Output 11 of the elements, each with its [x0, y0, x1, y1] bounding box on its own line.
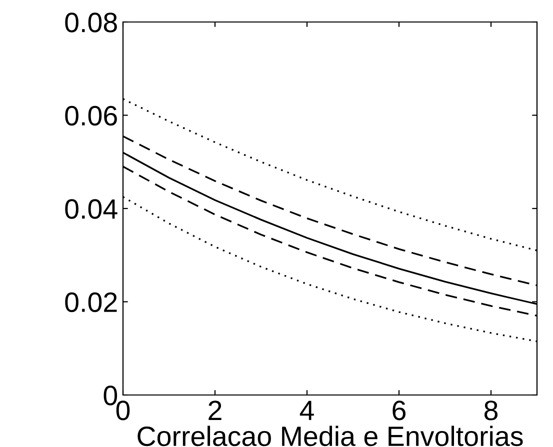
x-axis-title: Correlacao Media e Envoltorias [138, 426, 523, 446]
y-tick-label: 0.06 [65, 106, 117, 126]
x-tick-label: 0 [116, 400, 130, 420]
y-tick-label: 0 [104, 386, 118, 406]
y-tick-label: 0.04 [65, 199, 118, 219]
x-tick-label: 8 [484, 400, 498, 420]
y-tick-label: 0.02 [65, 292, 117, 312]
x-tick-label: 6 [392, 400, 406, 420]
x-tick-label: 2 [208, 400, 222, 420]
y-tick-label: 0.08 [65, 12, 117, 32]
x-tick-label: 4 [300, 400, 314, 420]
